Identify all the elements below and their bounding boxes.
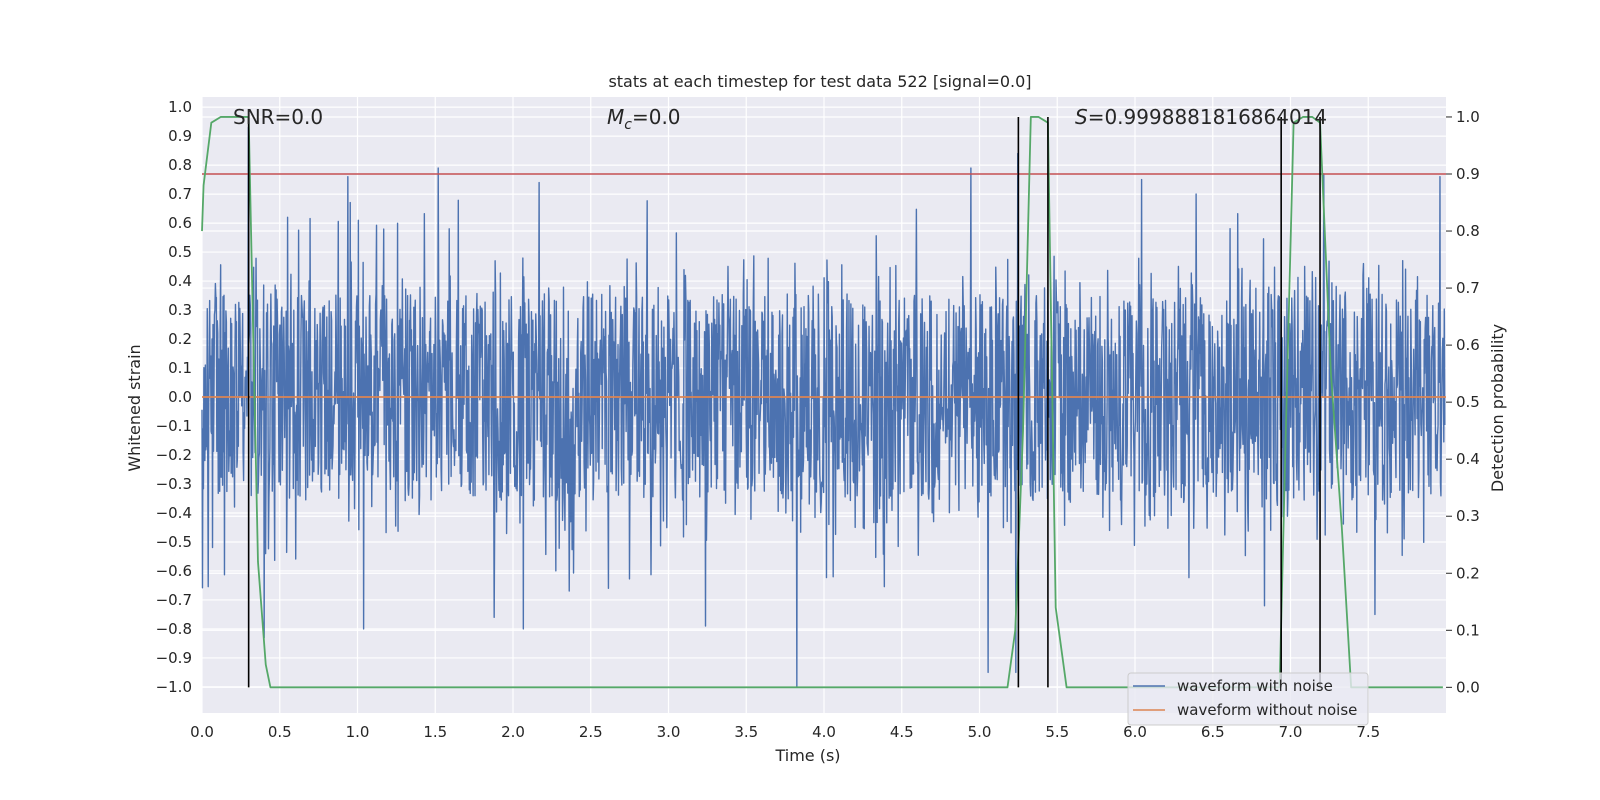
y-right-tick-label: 0.7 xyxy=(1456,279,1480,297)
x-axis-ticks: 0.0 0.5 1.0 1.5 2.0 2.5 3.0 3.5 4.0 4.5 5.0 5.5 6.0 6… xyxy=(190,723,1380,741)
y-right-tick-label: 0.8 xyxy=(1456,222,1480,240)
detection-probability-line xyxy=(201,116,1443,689)
x-tick-label: 4.5 xyxy=(890,723,914,741)
chirp-mass-value: =0.0 xyxy=(632,105,681,129)
y-axis-left-label: Whitened strain xyxy=(125,344,144,471)
x-tick-label: 1.5 xyxy=(423,723,447,741)
y-right-tick-label: 0.1 xyxy=(1456,621,1480,639)
y-left-tick-label: 0.8 xyxy=(168,156,192,174)
y-left-tick-label: −0.7 xyxy=(156,591,192,609)
y-left-tick-label: 0.3 xyxy=(168,301,192,319)
y-left-tick-label: −0.8 xyxy=(156,620,192,638)
legend-label-clean: waveform without noise xyxy=(1177,701,1357,719)
legend: waveform with noise waveform without noi… xyxy=(1127,672,1369,726)
y-left-tick-label: 0.6 xyxy=(168,214,192,232)
legend-box xyxy=(1127,672,1369,726)
y-axis-right-label: Detection probability xyxy=(1488,324,1507,492)
series-detection-probability xyxy=(201,116,1443,689)
x-tick-label: 2.5 xyxy=(579,723,603,741)
y-left-tick-label: −0.3 xyxy=(156,475,192,493)
x-tick-label: 0.5 xyxy=(268,723,292,741)
detection-markers xyxy=(247,116,1321,688)
x-tick-label: 5.5 xyxy=(1045,723,1069,741)
y-right-tick-label: 0.0 xyxy=(1456,678,1480,696)
x-axis-label: Time (s) xyxy=(774,746,840,765)
y-left-tick-label: −0.2 xyxy=(156,446,192,464)
score-value: =0.9998881816864014 xyxy=(1088,105,1327,129)
waveform-with-noise-line xyxy=(201,126,1446,688)
y-left-tick-label: −0.1 xyxy=(156,417,192,435)
x-tick-label: 7.5 xyxy=(1356,723,1380,741)
x-tick-label: 1.0 xyxy=(346,723,370,741)
y-right-tick-label: 1.0 xyxy=(1456,108,1480,126)
y-axis-left-ticks: 1.0 0.9 0.8 0.7 0.6 0.5 0.4 0.3 0.2 0.1 0.0 −0.1 −0.… xyxy=(156,98,192,696)
x-tick-label: 3.0 xyxy=(657,723,681,741)
chirp-mass-symbol: M xyxy=(607,105,624,129)
x-tick-label: 6.0 xyxy=(1123,723,1147,741)
y-left-tick-label: −0.6 xyxy=(156,562,192,580)
y-left-tick-label: 0.7 xyxy=(168,185,192,203)
x-tick-label: 5.0 xyxy=(968,723,992,741)
x-tick-label: 7.0 xyxy=(1279,723,1303,741)
y-left-tick-label: 1.0 xyxy=(168,98,192,116)
score-symbol: S xyxy=(1075,105,1088,129)
chart-title: stats at each timestep for test data 522… xyxy=(608,72,1031,91)
y-left-tick-label: 0.5 xyxy=(168,243,192,261)
y-axis-right-ticks: 1.0 0.9 0.8 0.7 0.6 0.5 0.4 0.3 0.2 0.1 0.0 xyxy=(1446,108,1480,696)
y-left-tick-label: −0.9 xyxy=(156,649,192,667)
chirp-mass-subscript: c xyxy=(624,117,632,133)
y-left-tick-label: 0.9 xyxy=(168,127,192,145)
x-tick-label: 3.5 xyxy=(734,723,758,741)
y-right-tick-label: 0.5 xyxy=(1456,393,1480,411)
y-right-tick-label: 0.2 xyxy=(1456,564,1480,582)
chirp-mass-annotation: Mc=0.0 xyxy=(607,105,681,133)
snr-annotation: SNR=0.0 xyxy=(233,105,323,129)
y-right-tick-label: 0.3 xyxy=(1456,507,1480,525)
y-left-tick-label: 0.1 xyxy=(168,359,192,377)
y-right-tick-label: 0.6 xyxy=(1456,336,1480,354)
y-left-tick-label: −1.0 xyxy=(156,678,192,696)
y-left-tick-label: 0.0 xyxy=(168,388,192,406)
y-left-tick-label: −0.4 xyxy=(156,504,192,522)
y-right-tick-label: 0.4 xyxy=(1456,450,1480,468)
series-waveform-with-noise xyxy=(201,126,1446,688)
x-tick-label: 0.0 xyxy=(190,723,214,741)
x-tick-label: 4.0 xyxy=(812,723,836,741)
score-annotation: S=0.9998881816864014 xyxy=(1075,105,1327,129)
y-left-tick-label: −0.5 xyxy=(156,533,192,551)
y-left-tick-label: 0.2 xyxy=(168,330,192,348)
y-right-tick-label: 0.9 xyxy=(1456,165,1480,183)
y-left-tick-label: 0.4 xyxy=(168,272,192,290)
x-tick-label: 6.5 xyxy=(1201,723,1225,741)
legend-label-noise: waveform with noise xyxy=(1177,677,1333,695)
x-tick-label: 2.0 xyxy=(501,723,525,741)
